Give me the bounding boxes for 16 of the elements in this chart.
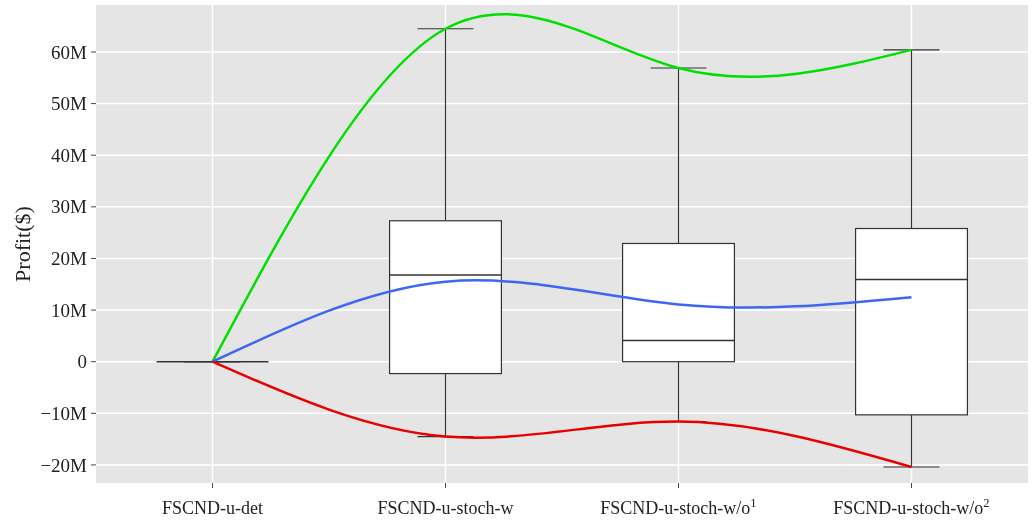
- y-axis-title: Profit($): [10, 206, 35, 282]
- y-tick-label: −20M: [40, 454, 88, 476]
- x-tick-label: FSCND-u-stoch-w/o$^{1}$: [600, 496, 757, 518]
- x-tick-label: FSCND-u-stoch-w/o$^{2}$: [833, 496, 990, 518]
- y-tick-label: 30M: [51, 196, 88, 218]
- line-series: [211, 360, 913, 469]
- line-series: [211, 279, 913, 363]
- x-tick-label: FSCND-u-det: [161, 498, 264, 518]
- y-tick-label: 20M: [51, 248, 88, 270]
- x-tick-label: FSCND-u-stoch-w: [377, 498, 514, 518]
- y-tick-label: −10M: [40, 402, 88, 424]
- y-tick-label: 10M: [51, 299, 88, 321]
- y-tick-label: 60M: [51, 41, 88, 63]
- y-tick-label: 40M: [51, 144, 88, 166]
- y-tick-label: 0: [77, 351, 87, 373]
- y-tick-label: 50M: [51, 93, 88, 115]
